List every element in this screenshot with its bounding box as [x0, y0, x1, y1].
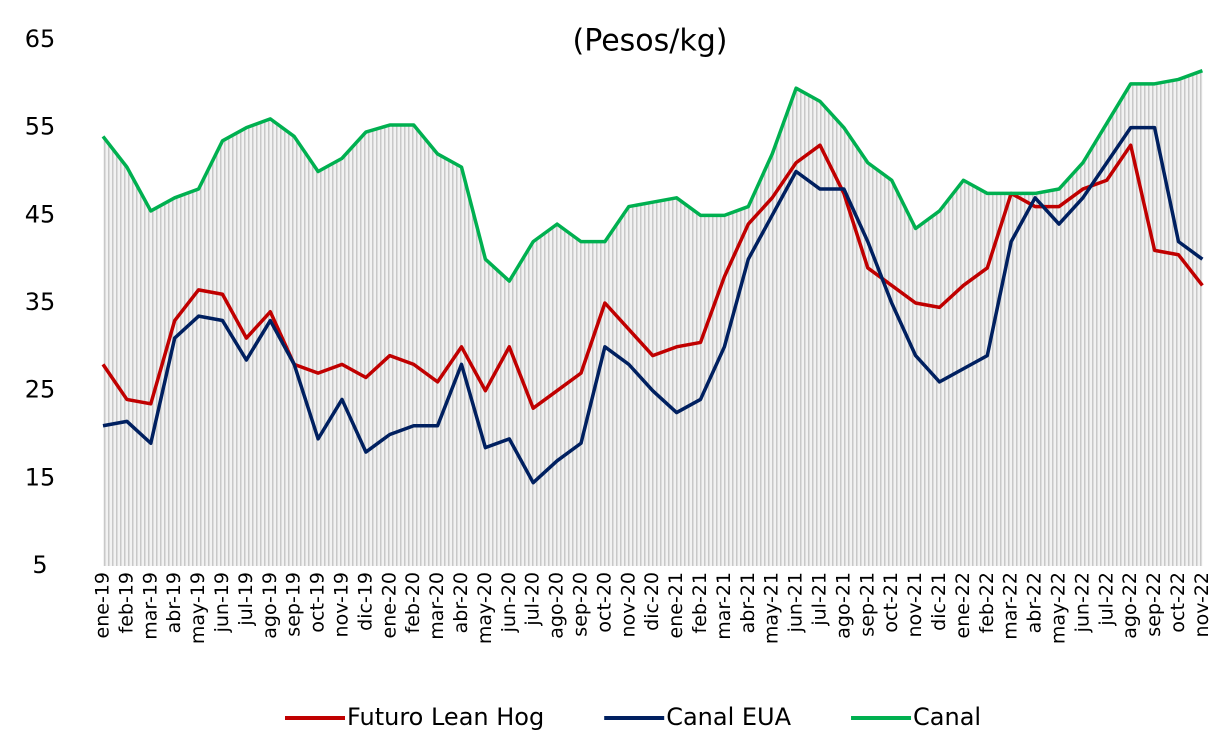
- line: [101, 69, 1204, 283]
- x-tick-label: dic-21: [928, 572, 950, 631]
- x-tick-label: may-19: [187, 572, 209, 644]
- x-tick-label: sep-22: [1143, 572, 1165, 637]
- x-tick-label: abr-19: [163, 572, 185, 633]
- x-tick-label: feb-19: [115, 572, 137, 633]
- x-tick-label: dic-20: [641, 572, 663, 631]
- y-tick-label: 5: [32, 551, 47, 579]
- x-tick-label: sep-21: [856, 572, 878, 637]
- x-tick-label: abr-20: [450, 572, 472, 633]
- x-tick-label: mar-20: [426, 572, 448, 640]
- x-tick-label: feb-21: [689, 572, 711, 633]
- x-tick-label: dic-19: [354, 572, 376, 631]
- x-tick-label: ago-19: [259, 572, 281, 639]
- x-tick-label: sep-20: [570, 572, 592, 637]
- x-tick-label: jun-22: [1071, 572, 1093, 633]
- y-tick-label: 15: [25, 463, 56, 491]
- x-tick-label: feb-20: [402, 572, 424, 633]
- y-tick-label: 65: [25, 25, 56, 53]
- x-tick-label: ago-20: [546, 572, 568, 639]
- y-tick-label: 25: [25, 376, 56, 404]
- x-tick-label: nov-20: [617, 572, 639, 637]
- x-tick-label: ene-19: [92, 572, 114, 638]
- x-tick-label: mar-22: [1000, 572, 1022, 640]
- x-tick-label: nov-19: [331, 572, 353, 637]
- x-tick-label: feb-22: [976, 572, 998, 633]
- legend-label: Futuro Lean Hog: [347, 703, 544, 731]
- x-tick-label: jun-21: [785, 572, 807, 633]
- x-tick-label: may-20: [474, 572, 496, 644]
- x-tick-label: jul-22: [1095, 572, 1117, 627]
- x-tick-label: jul-21: [809, 572, 831, 627]
- x-tick-label: ago-22: [1119, 572, 1141, 639]
- chart-title: (Pesos/kg): [572, 24, 727, 59]
- legend-label: Canal EUA: [666, 703, 791, 731]
- x-tick-label: jun-20: [498, 572, 520, 633]
- x-tick-label: oct-21: [880, 572, 902, 633]
- x-tick-label: may-21: [761, 572, 783, 644]
- x-tick-label: ene-21: [665, 572, 687, 638]
- x-tick-label: oct-19: [307, 572, 329, 633]
- x-tick-label: mar-19: [139, 572, 161, 640]
- x-tick-label: sep-19: [283, 572, 305, 637]
- legend-label: Canal: [913, 703, 981, 731]
- x-tick-label: jul-20: [522, 572, 544, 627]
- x-tick-label: may-22: [1048, 572, 1070, 644]
- x-tick-label: jul-19: [235, 572, 257, 627]
- area: [103, 70, 1203, 566]
- x-tick-label: abr-22: [1024, 572, 1046, 633]
- y-tick-label: 35: [25, 288, 56, 316]
- x-tick-label: ene-22: [952, 572, 974, 638]
- line: [102, 125, 1204, 485]
- x-tick-label: nov-21: [904, 572, 926, 637]
- y-tick-label: 55: [25, 113, 56, 141]
- x-tick-label: nov-22: [1191, 572, 1213, 637]
- x-tick-label: oct-20: [593, 572, 615, 633]
- y-tick-label: 45: [25, 200, 56, 228]
- x-tick-label: oct-22: [1167, 572, 1189, 633]
- x-tick-label: ene-20: [378, 572, 400, 638]
- x-tick-label: jun-19: [211, 572, 233, 633]
- x-tick-label: ago-21: [832, 572, 854, 639]
- x-tick-label: abr-21: [737, 572, 759, 633]
- x-tick-label: mar-21: [713, 572, 735, 640]
